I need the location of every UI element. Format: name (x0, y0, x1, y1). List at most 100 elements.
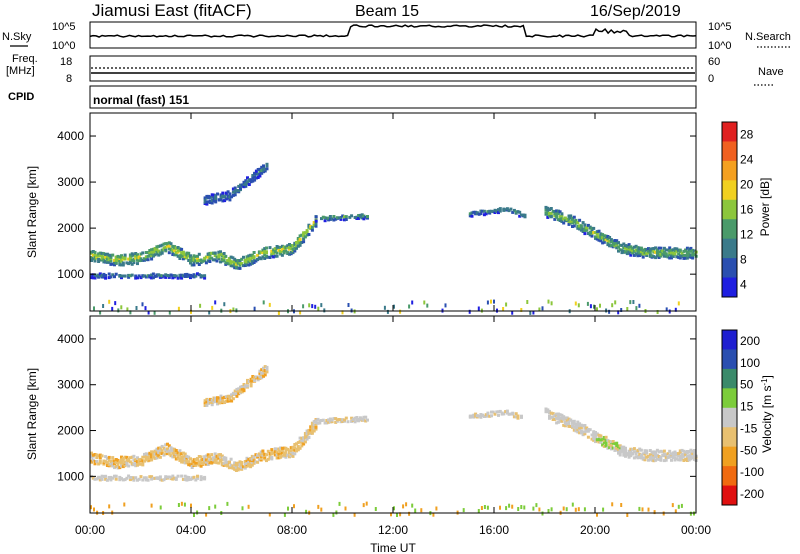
data-cell (246, 385, 249, 388)
ground-echo (505, 506, 507, 510)
ground-echo (375, 507, 377, 511)
data-cell (645, 449, 648, 452)
data-cell (159, 475, 162, 478)
data-cell (221, 192, 224, 195)
ground-echo (548, 300, 550, 304)
data-cell (193, 476, 196, 479)
ground-echo (254, 307, 256, 311)
ground-echo (481, 506, 483, 510)
ground-echo (411, 504, 413, 508)
ground-echo (575, 302, 577, 306)
data-cell (306, 229, 309, 232)
ground-echo (102, 304, 104, 308)
ground-echo (423, 301, 425, 305)
data-cell (216, 193, 219, 196)
data-cell (210, 453, 213, 456)
data-cell (178, 449, 181, 452)
data-cell (230, 458, 233, 461)
velocity-cbar-swatch (722, 447, 737, 467)
data-cell (292, 455, 295, 458)
ground-echo (93, 306, 95, 310)
ground-echo (608, 310, 610, 314)
velocity-cbar-swatch (722, 408, 737, 428)
ground-echo (642, 507, 644, 511)
data-cell (524, 214, 527, 217)
data-cell (168, 251, 171, 254)
ground-echo (366, 502, 368, 506)
ground-echo (626, 307, 628, 311)
velocity-cbar-tick: 15 (740, 400, 754, 414)
ground-echo (566, 507, 568, 511)
data-cell (258, 175, 261, 178)
nsearch-label: N.Search (745, 31, 791, 43)
velocity-ylabel: Slant Range [km] (25, 368, 39, 460)
data-cell (132, 455, 135, 458)
ground-echo (520, 505, 522, 509)
data-cell (147, 258, 150, 261)
data-cell (177, 475, 180, 478)
ground-echo (208, 506, 210, 510)
data-cell (198, 253, 201, 256)
data-cell (668, 450, 671, 453)
ground-echo (269, 303, 271, 307)
data-cell (550, 207, 553, 210)
ground-echo (493, 300, 495, 304)
ground-echo (111, 307, 113, 311)
cpid-text: normal (fast) 151 (93, 93, 189, 107)
data-cell (193, 263, 196, 266)
x-tick-label: 08:00 (277, 523, 307, 537)
data-cell (266, 167, 269, 170)
nave-tick-top: 60 (708, 56, 720, 68)
ground-echo (302, 304, 304, 308)
data-cell (615, 442, 618, 445)
data-cell (663, 450, 666, 453)
ground-echo (242, 506, 244, 510)
ground-echo (523, 506, 525, 510)
data-cell (136, 262, 139, 265)
data-cell (266, 370, 269, 373)
data-cell (240, 461, 243, 464)
data-cell (270, 448, 273, 451)
data-cell (665, 459, 668, 462)
ground-echo (484, 505, 486, 509)
data-cell (642, 256, 645, 259)
ground-echo (93, 508, 95, 512)
power-colorbar: 282420161284 (722, 122, 754, 298)
data-cell (573, 420, 576, 423)
velocity-x-axis: 00:00 04:00 08:00 12:00 16:00 20:00 00:00 (75, 316, 711, 537)
velocity-cbar-tick: -100 (740, 465, 764, 479)
data-cell (640, 449, 643, 452)
ground-echo (590, 304, 592, 308)
ground-echo (445, 303, 447, 307)
data-cell (262, 164, 265, 167)
y-tick-label: 3000 (57, 378, 84, 392)
ground-echo (599, 304, 601, 308)
noise-tick-top-right: 10^5 (708, 21, 732, 33)
ground-echo (435, 507, 437, 511)
ground-echo (563, 507, 565, 511)
ground-echo (114, 301, 116, 305)
data-cell (599, 434, 602, 437)
power-cbar-swatch (722, 239, 737, 259)
data-cell (573, 225, 576, 228)
velocity-cbar-tick: -50 (740, 443, 758, 457)
velocity-cbar-swatch (722, 427, 737, 447)
noise-tick-bottom-right: 10^0 (708, 40, 732, 52)
data-cell (127, 465, 130, 468)
velocity-cbar-tick: -15 (740, 421, 758, 435)
x-tick-label: 16:00 (479, 523, 509, 537)
data-cell (208, 260, 211, 263)
freq-label-line1: Freq. (12, 53, 38, 65)
data-cell (253, 251, 256, 254)
data-cell (345, 417, 348, 420)
ground-echo (184, 503, 186, 507)
power-cbar-swatch (722, 219, 737, 239)
ground-echo (211, 306, 213, 310)
velocity-cbar-label: Velocity [m s-1] (760, 375, 774, 453)
ground-echo (551, 301, 553, 305)
y-tick-label: 1000 (57, 469, 84, 483)
data-cell (203, 274, 206, 277)
data-cell (520, 415, 523, 418)
ground-echo (384, 306, 386, 310)
data-cell (124, 275, 127, 278)
